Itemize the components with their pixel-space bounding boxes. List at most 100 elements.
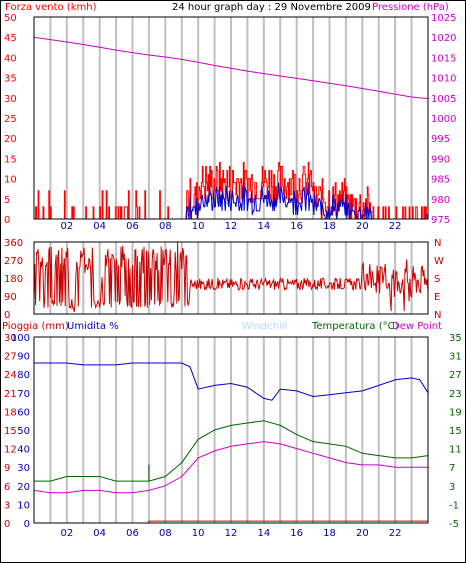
humidity-tick-label: 20 [17,482,30,493]
humidity-tick-label: 40 [17,445,30,456]
panel1-plot-area [33,16,429,220]
wind-speed-tick-label: 25 [4,114,17,125]
panel2-plot-area [33,241,429,315]
wind-speed-tick-label: 35 [4,74,17,85]
temperature-tick-label: 11 [449,445,462,456]
wind-speed-tick-label: 50 [4,13,17,24]
wind-speed-tick-label: 40 [4,53,17,64]
humidity-tick-label: 60 [17,407,30,418]
rain-tick-label: 21 [4,389,17,400]
x-tick-label: 02 [60,221,73,232]
humidity-tick-label: 90 [17,352,30,363]
pressure-tick-label: 1020 [431,33,456,44]
pressure-tick-label: 1025 [431,13,456,24]
pressure-tick-label: 1015 [431,53,456,64]
direction-tick-label: 90 [4,292,17,303]
temperature-line [34,420,429,482]
x-tick-label: 06 [126,221,139,232]
x-tick-label: 04 [93,528,106,539]
humidity-label: Umidita % [67,321,119,332]
humidity-tick-label: 70 [17,389,30,400]
x-tick-label: 22 [389,221,402,232]
x-tick-label: 16 [290,221,303,232]
temperature-tick-label: 15 [449,426,462,437]
pressure-tick-label: 990 [431,154,450,165]
rain-label: Pioggia (mm) [2,321,69,332]
rain-tick-label: 30 [4,333,17,344]
rain-tick-label: 27 [4,352,17,363]
dewpoint-line [33,441,428,494]
x-tick-label: 14 [257,528,270,539]
x-tick-label: 12 [225,221,238,232]
wind-speed-label: Forza vento (kmh) [5,2,97,13]
pressure-tick-label: 1005 [431,94,456,105]
x-tick-label: 08 [159,528,172,539]
temperature-tick-label: -5 [449,519,459,530]
x-tick-label: 12 [225,528,238,539]
rain-tick-label: 6 [4,482,10,493]
panel3-plot-area [33,336,429,524]
x-tick-label: 22 [389,528,402,539]
wind-speed-tick-label: 15 [4,154,17,165]
wind-direction-line [33,242,429,313]
x-tick-label: 10 [192,221,205,232]
temperature-tick-label: 31 [449,352,462,363]
rain-tick-label: 24 [4,370,17,381]
x-tick-label: 04 [93,221,106,232]
rain-tick-label: 12 [4,445,17,456]
x-tick-label: 16 [290,528,303,539]
pressure-tick-label: 1010 [431,74,456,85]
humidity-tick-label: 0 [24,519,30,530]
wind-speed-tick-label: 45 [4,33,17,44]
temperature-tick-label: 7 [449,463,455,474]
humidity-tick-label: 100 [11,333,30,344]
rain-tick-label: 3 [4,500,10,511]
pressure-tick-label: 1000 [431,114,456,125]
compass-tick-label: W [434,256,444,267]
x-tick-label: 02 [60,528,73,539]
compass-tick-label: S [434,274,440,285]
humidity-tick-label: 30 [17,463,30,474]
temperature-tick-label: 23 [449,389,462,400]
windchill-label: Windchill [242,321,287,332]
x-tick-label: 20 [356,528,369,539]
temperature-tick-label: 3 [449,482,455,493]
wind-speed-tick-label: 10 [4,175,17,186]
compass-tick-label: E [434,292,440,303]
compass-tick-label: N [434,310,441,321]
temperature-tick-label: 27 [449,370,462,381]
x-tick-label: 20 [356,221,369,232]
wind-speed-tick-label: 5 [4,195,10,206]
x-tick-label: 10 [192,528,205,539]
compass-tick-label: N [434,238,441,249]
temperature-tick-label: 19 [449,407,462,418]
direction-tick-label: 0 [4,310,10,321]
pressure-line [33,36,429,100]
chart-title: 24 hour graph day : 29 Novembre 2009 [172,2,371,13]
pressure-tick-label: 985 [431,175,450,186]
rain-tick-label: 18 [4,407,17,418]
wind-speed-tick-label: 20 [4,134,17,145]
dewpoint-label: Dew Point [392,321,442,332]
direction-tick-label: 270 [4,256,23,267]
pressure-tick-label: 995 [431,134,450,145]
pressure-label: Pressione (hPa) [372,2,449,13]
pressure-tick-label: 975 [431,215,450,226]
humidity-tick-label: 10 [17,500,30,511]
rain-tick-label: 0 [4,519,10,530]
wind-speed-tick-label: 30 [4,94,17,105]
temperature-tick-label: -1 [449,500,459,511]
humidity-tick-label: 50 [17,426,30,437]
x-tick-label: 14 [257,221,270,232]
humidity-line [34,362,429,401]
x-tick-label: 08 [159,221,172,232]
wind-speed-tick-label: 0 [4,215,10,226]
x-tick-label: 18 [323,221,336,232]
temperature-tick-label: 35 [449,333,462,344]
temperature-label: Temperatura (°C) [311,321,399,332]
x-tick-label: 06 [126,528,139,539]
x-tick-label: 18 [323,528,336,539]
direction-tick-label: 180 [4,274,23,285]
direction-tick-label: 360 [4,238,23,249]
